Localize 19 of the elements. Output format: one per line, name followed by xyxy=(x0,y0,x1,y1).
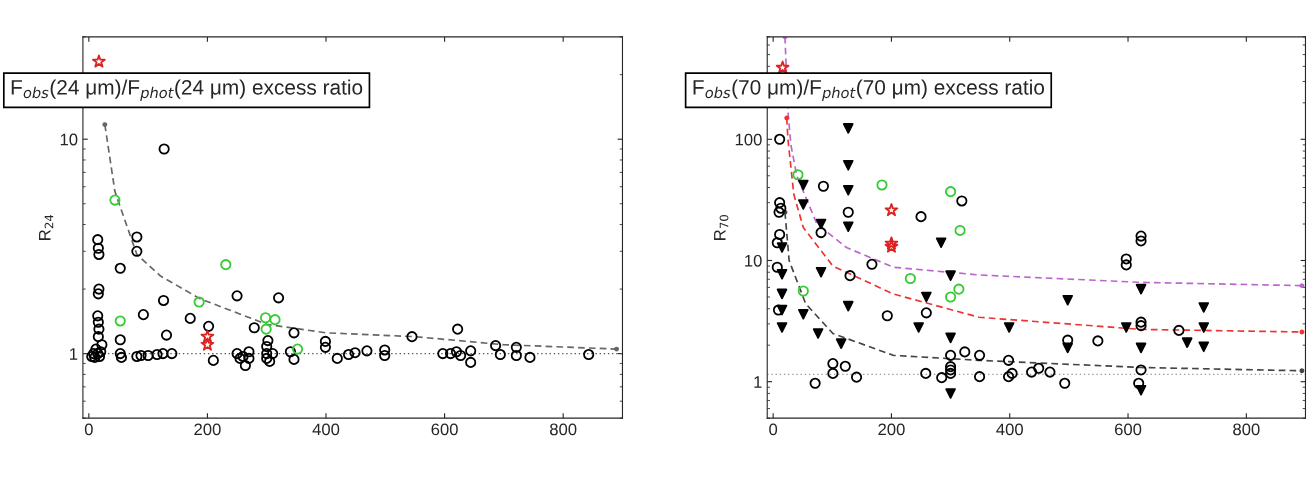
y-tick-label: 10 xyxy=(745,254,762,267)
x-tick-label: 0 xyxy=(769,423,778,436)
x-tick-label: 200 xyxy=(878,423,905,436)
annotation: F$_{obs}$(70 μm)/F$_{phot}$(70 μm) excess ratio xyxy=(693,79,1045,101)
x-tick-label: 200 xyxy=(194,423,221,436)
y-axis-title: R$_{24}$ xyxy=(39,214,54,240)
x-tick-label: 800 xyxy=(1233,423,1260,436)
y-tick-label: 10 xyxy=(60,133,78,146)
y-tick-label: 100 xyxy=(735,133,762,146)
x-tick-label: 600 xyxy=(431,423,458,436)
y-tick-label: 1 xyxy=(754,376,762,388)
x-tick-label: 0 xyxy=(84,423,93,436)
x-tick-label: 400 xyxy=(312,423,340,436)
y-axis-title: R$_{70}$ xyxy=(714,215,729,240)
annotation: F$_{obs}$(24 μm)/F$_{phot}$(24 μm) excess ratio xyxy=(11,79,363,101)
x-tick-label: 800 xyxy=(550,423,577,436)
y-tick-label: 1 xyxy=(70,348,78,360)
x-tick-label: 400 xyxy=(996,423,1023,436)
x-tick-label: 600 xyxy=(1114,423,1142,436)
